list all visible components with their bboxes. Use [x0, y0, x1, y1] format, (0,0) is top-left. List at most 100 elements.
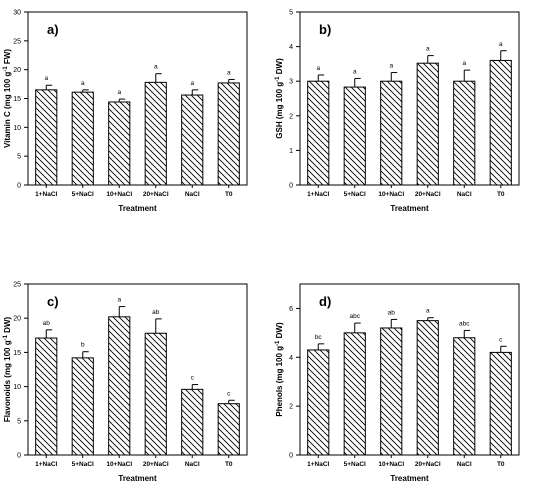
y-tick-label: 4	[289, 355, 293, 362]
y-axis-title: GSH (mg 100 g-1 DW)	[275, 58, 284, 139]
chart-panel-2: 0 1 2 3 4 5 a 1+NaCl a 5+NaCl a 10+NaCl a 20+NaCl a NaC…	[275, 10, 520, 213]
significance-letter: a	[154, 64, 158, 71]
significance-letter: abc	[350, 313, 361, 320]
y-axis-title-unit: DW)	[275, 58, 284, 77]
x-axis-title: Treatment	[390, 474, 429, 483]
significance-letter: c	[191, 375, 195, 382]
significance-letter: c	[499, 336, 503, 343]
bar-1+NaCl	[307, 349, 330, 456]
x-tick-label: 20+NaCl	[415, 191, 441, 198]
x-tick-label: T0	[497, 191, 505, 198]
x-tick-label: 20+NaCl	[143, 461, 169, 468]
x-tick-label: NaCl	[185, 461, 200, 468]
x-tick-label: 1+NaCl	[307, 461, 329, 468]
bar-NaCl	[453, 337, 476, 456]
panel-label: a)	[47, 22, 59, 37]
bar-NaCl	[453, 80, 476, 186]
y-tick-label: 6	[289, 306, 293, 313]
x-axis-title: Treatment	[390, 204, 429, 213]
y-tick-label: 0	[289, 183, 293, 190]
significance-letter: ab	[43, 320, 51, 327]
bar-20+NaCl	[144, 332, 167, 456]
plot-frame	[299, 283, 520, 456]
bar-T0	[489, 351, 512, 456]
x-tick-label: T0	[225, 461, 233, 468]
x-tick-label: 10+NaCl	[106, 191, 132, 198]
y-tick-label: 0	[17, 453, 21, 460]
x-axis-title: Treatment	[118, 474, 157, 483]
bar-10+NaCl	[380, 80, 403, 186]
y-tick-label: 10	[13, 384, 21, 391]
bar-5+NaCl	[71, 91, 94, 186]
y-axis-title-superscript: -1	[275, 76, 281, 82]
panel-label: b)	[319, 22, 331, 37]
y-axis-title-text: GSH (mg 100 g	[275, 82, 284, 139]
x-tick-label: 1+NaCl	[35, 191, 57, 198]
significance-letter: a	[426, 308, 430, 315]
bar-T0	[489, 59, 512, 186]
y-axis-title: Flavonoids (mg 100 g-1 DW)	[3, 316, 12, 422]
y-tick-label: 5	[17, 154, 21, 161]
x-tick-label: 10+NaCl	[106, 461, 132, 468]
significance-letter: a	[81, 80, 85, 87]
significance-letter: a	[227, 69, 231, 76]
significance-letter: b	[81, 342, 85, 349]
y-tick-label: 0	[289, 453, 293, 460]
y-tick-label: 15	[13, 96, 21, 103]
x-tick-label: NaCl	[457, 191, 472, 198]
significance-letter: ab	[388, 309, 396, 316]
bar-5+NaCl	[343, 86, 366, 186]
y-axis-title: Vitamin C (mg 100 g-1 FW)	[3, 49, 12, 148]
y-tick-label: 2	[289, 113, 293, 120]
bar-1+NaCl	[35, 89, 58, 186]
panel-label: d)	[319, 294, 331, 309]
x-tick-label: 5+NaCl	[344, 191, 366, 198]
significance-letter: a	[117, 297, 121, 304]
significance-letter: a	[316, 65, 320, 72]
y-axis-title-text: Vitamin C (mg 100 g	[3, 72, 12, 148]
y-axis-title-text: Flavonoids (mg 100 g	[3, 340, 12, 422]
x-tick-label: 20+NaCl	[143, 191, 169, 198]
significance-letter: a	[462, 60, 466, 67]
significance-letter: a	[44, 75, 48, 82]
plot-frame	[27, 11, 248, 186]
bar-20+NaCl	[416, 320, 439, 456]
x-tick-label: 1+NaCl	[307, 191, 329, 198]
significance-letter: bc	[315, 334, 323, 341]
x-tick-label: NaCl	[457, 461, 472, 468]
y-axis-title: Phenols (mg 100 g-1 DW)	[275, 322, 284, 417]
bar-20+NaCl	[144, 81, 167, 186]
x-tick-label: 5+NaCl	[72, 191, 94, 198]
plot-frame	[299, 11, 520, 186]
x-tick-label: 5+NaCl	[344, 461, 366, 468]
panel-label: c)	[47, 294, 59, 309]
y-tick-label: 3	[289, 79, 293, 86]
bar-NaCl	[181, 388, 204, 456]
bar-5+NaCl	[71, 357, 94, 456]
significance-letter: a	[353, 68, 357, 75]
x-tick-label: NaCl	[185, 191, 200, 198]
x-tick-label: T0	[225, 191, 233, 198]
bar-10+NaCl	[380, 327, 403, 456]
y-axis-title-unit: FW)	[3, 49, 12, 67]
significance-letter: a	[117, 89, 121, 96]
significance-letter: a	[499, 41, 503, 48]
chart-panel-3: 0 5 10 15 20 25 ab 1+NaCl b 5+NaCl a 10+NaCl ab 20+Na…	[3, 282, 248, 483]
y-tick-label: 15	[13, 350, 21, 357]
plot-frame	[27, 283, 248, 456]
y-tick-label: 4	[289, 44, 293, 51]
x-tick-label: 10+NaCl	[378, 191, 404, 198]
x-tick-label: 20+NaCl	[415, 461, 441, 468]
x-tick-label: 5+NaCl	[72, 461, 94, 468]
y-tick-label: 25	[13, 282, 21, 289]
bar-T0	[217, 403, 240, 456]
bar-1+NaCl	[35, 337, 58, 456]
chart-panel-1: 0 5 10 15 20 25 30 a 1+NaCl a 5+NaCl a 10+NaCl a 20+Na…	[3, 10, 248, 213]
x-tick-label: 10+NaCl	[378, 461, 404, 468]
y-tick-label: 2	[289, 404, 293, 411]
y-tick-label: 30	[13, 10, 21, 17]
y-axis-title-superscript: -1	[3, 66, 9, 72]
y-axis-title-unit: DW)	[275, 322, 284, 341]
bar-NaCl	[181, 94, 204, 186]
